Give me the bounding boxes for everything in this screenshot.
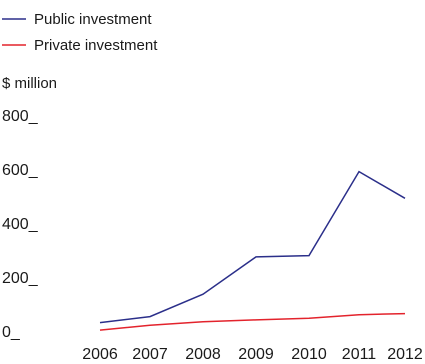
series-line-public	[99, 170, 406, 324]
y-tick-label: 600_	[2, 162, 39, 179]
x-tick-label: 2009	[238, 346, 274, 363]
series-lines	[99, 170, 406, 331]
x-tick-label: 2011	[342, 346, 377, 363]
x-tick-label: 2008	[185, 346, 221, 363]
legend-label-public: Public investment	[34, 11, 152, 28]
legend-item-private: Private investment	[2, 37, 158, 54]
x-tick-label: 2010	[291, 346, 327, 363]
x-tick-label: 2007	[132, 346, 168, 363]
x-tick-label: 2012	[387, 346, 423, 363]
y-tick-label: 400_	[2, 216, 39, 233]
y-axis-unit-label: $ million	[2, 75, 57, 92]
y-tick-label: 0_	[2, 324, 21, 341]
y-tick-label: 800_	[2, 108, 39, 125]
legend: Public investment Private investment	[2, 11, 158, 54]
legend-label-private: Private investment	[34, 37, 158, 54]
x-axis-ticks: 2006 2007 2008 2009 2010 2011 2012	[82, 346, 423, 363]
series-line-private	[99, 312, 406, 331]
x-tick-label: 2006	[82, 346, 118, 363]
y-axis-ticks: 0_ 200_ 400_ 600_ 800_	[2, 108, 39, 341]
y-tick-label: 200_	[2, 270, 39, 287]
legend-item-public: Public investment	[2, 11, 152, 28]
